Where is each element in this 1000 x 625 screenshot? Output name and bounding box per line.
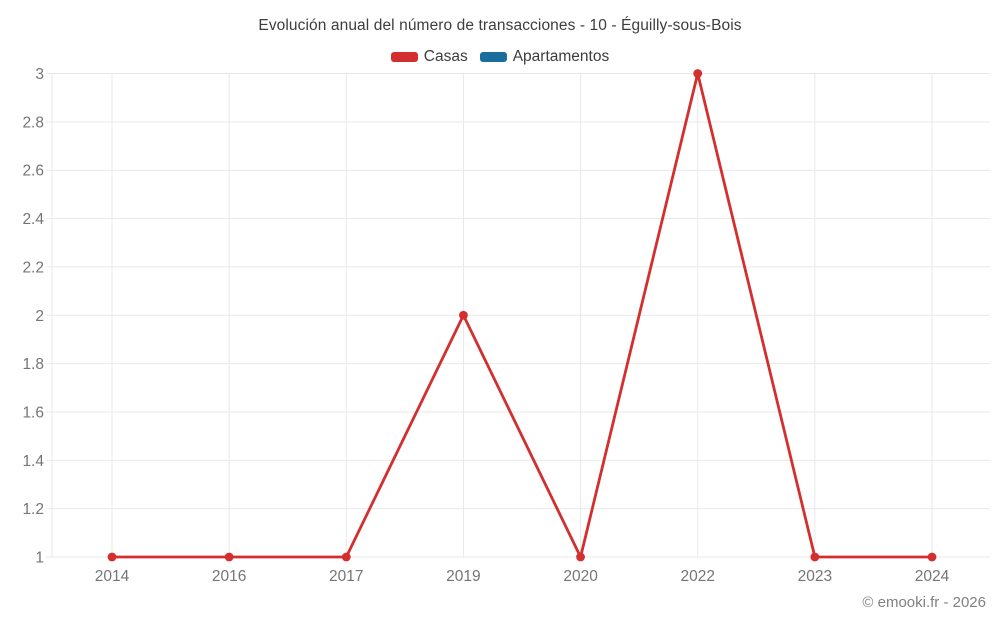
legend-item-casas[interactable]: Casas: [390, 48, 468, 66]
data-point-casas: [927, 552, 937, 562]
apartamentos-legend-label: Apartamentos: [512, 48, 610, 65]
series-line-casas: [110, 72, 934, 559]
y-tick-label: 3: [35, 66, 44, 83]
y-tick-label: 2.2: [22, 259, 44, 276]
y-tick-label: 1.4: [22, 453, 44, 470]
copyright-text: © emooki.fr - 2026: [862, 594, 986, 611]
data-point-casas: [107, 552, 117, 562]
x-tick-label: 2014: [95, 568, 130, 585]
data-point-casas: [810, 552, 820, 562]
y-tick-label: 1.2: [22, 501, 44, 518]
legend-item-apartamentos[interactable]: Apartamentos: [479, 48, 610, 66]
y-tick-label: 2.8: [22, 114, 44, 131]
y-tick-label: 1.8: [22, 356, 44, 373]
y-tick-label: 1.6: [22, 404, 44, 421]
data-point-casas: [576, 552, 585, 562]
data-point-casas: [693, 69, 703, 78]
x-tick-label: 2023: [798, 568, 832, 585]
x-tick-label: 2020: [563, 568, 598, 585]
apartamentos-series-swatch: [479, 52, 507, 62]
x-tick-label: 2024: [915, 568, 950, 585]
x-tick-label: 2022: [680, 568, 714, 585]
y-tick-label: 2: [35, 308, 44, 325]
data-point-casas: [341, 552, 351, 562]
x-tick-label: 2017: [329, 568, 363, 585]
data-point-casas: [224, 552, 234, 562]
x-tick-label: 2019: [446, 568, 480, 585]
y-tick-label: 2.6: [22, 163, 44, 180]
y-tick-label: 2.4: [22, 211, 44, 228]
casas-legend-label: Casas: [423, 48, 468, 65]
x-tick-label: 2016: [212, 568, 246, 585]
chart-title: Evolución anual del número de transaccio…: [258, 17, 742, 34]
casas-series-swatch: [390, 52, 418, 62]
chart-legend: Casas Apartamentos: [0, 48, 1000, 66]
data-point-casas: [459, 310, 468, 320]
y-tick-label: 1: [35, 550, 44, 567]
